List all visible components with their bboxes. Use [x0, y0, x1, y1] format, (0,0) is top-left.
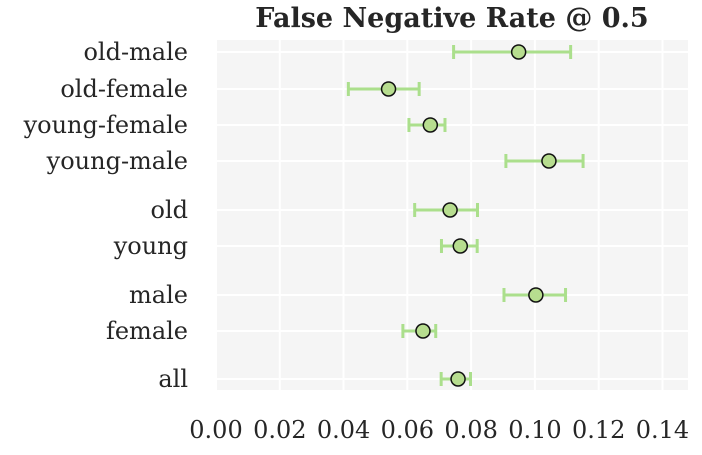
data-points [380, 44, 557, 387]
y-label-old-male: old-male [83, 38, 188, 66]
x-tick-label: 0.12 [572, 416, 625, 444]
point-young [452, 238, 469, 254]
point-old-female [380, 81, 397, 97]
y-label-young-male: young-male [46, 147, 188, 175]
x-axis-ticks: 0.00 0.02 0.04 0.06 0.08 0.10 0.12 0.14 [189, 416, 689, 444]
x-tick-label: 0.00 [189, 416, 242, 444]
x-tick-label: 0.14 [636, 416, 689, 444]
y-label-all: all [158, 365, 188, 393]
point-male [528, 287, 544, 303]
x-tick-label: 0.06 [381, 416, 434, 444]
y-label-old: old [151, 196, 189, 224]
y-label-female: female [106, 317, 188, 345]
x-tick-label: 0.10 [508, 416, 561, 444]
point-female [415, 323, 431, 339]
point-old [442, 202, 458, 218]
x-tick-label: 0.08 [444, 416, 497, 444]
point-old-male [510, 44, 527, 60]
point-young-male [541, 153, 557, 169]
y-label-male: male [129, 281, 188, 309]
y-label-young-female: young-female [23, 111, 188, 139]
y-axis-labels: old-male old-female young-female young-male… [23, 38, 188, 393]
x-tick-label: 0.04 [317, 416, 370, 444]
y-label-young: young [113, 232, 188, 260]
chart-title: False Negative Rate @ 0.5 [255, 3, 648, 34]
point-all [450, 371, 466, 387]
y-label-old-female: old-female [60, 75, 188, 103]
x-tick-label: 0.02 [253, 416, 306, 444]
point-young-female [422, 117, 439, 133]
